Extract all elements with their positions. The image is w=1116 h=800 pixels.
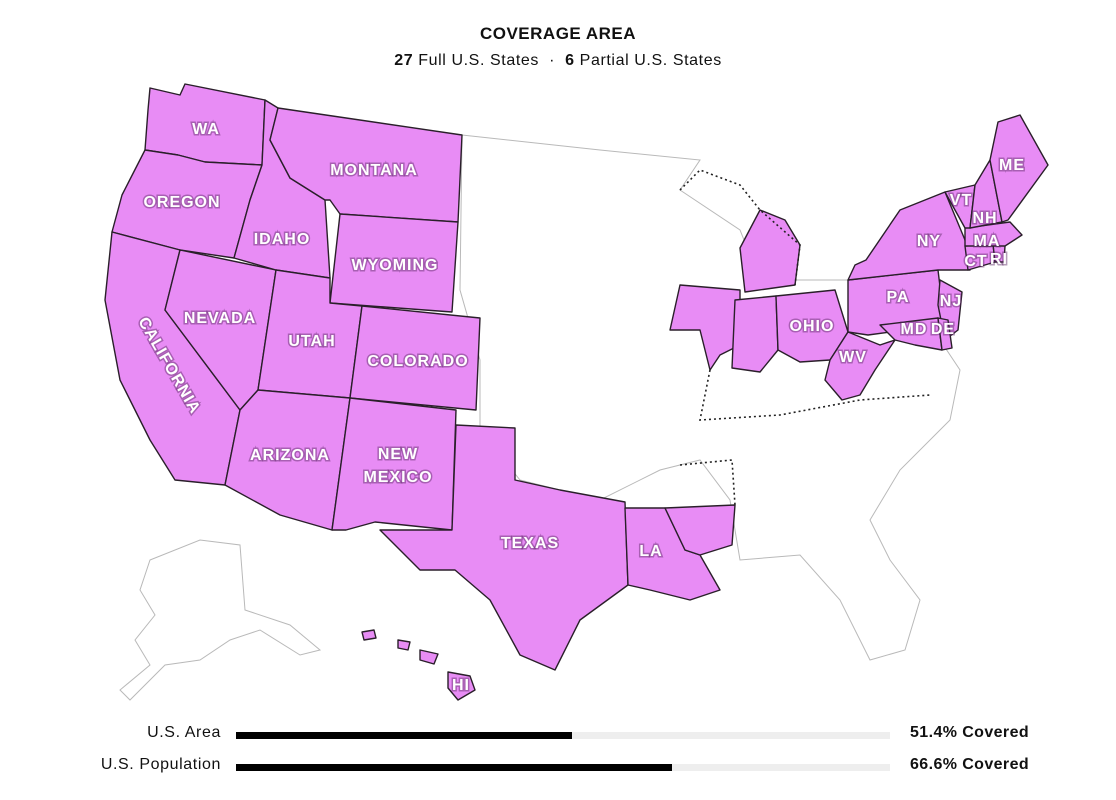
state-new-mexico xyxy=(331,397,457,531)
label-montana: MONTANA xyxy=(330,162,418,179)
coverage-summary: 27 Full U.S. States · 6 Partial U.S. Sta… xyxy=(0,52,1116,70)
alaska xyxy=(119,539,322,701)
progress-fill xyxy=(236,764,672,771)
partial-boundary-kentucky xyxy=(699,369,931,421)
hawaii-oahu xyxy=(397,639,411,651)
hawaii-maui xyxy=(419,649,439,665)
label-pa: PA xyxy=(886,289,909,306)
state-maine xyxy=(989,114,1049,223)
label-new-mexico-line1: NEW xyxy=(378,446,418,463)
label-wv: WV xyxy=(839,349,867,366)
label-ma: MA xyxy=(974,233,1001,250)
stat-label: U.S. Population xyxy=(100,756,221,773)
state-maryland xyxy=(879,317,943,351)
partial-states-count: 6 xyxy=(565,52,575,69)
state-wyoming xyxy=(329,213,459,313)
label-texas: TEXAS xyxy=(501,535,559,552)
label-idaho: IDAHO xyxy=(254,231,311,248)
state-texas xyxy=(379,424,629,671)
state-hawaii xyxy=(447,671,476,701)
label-ny: NY xyxy=(917,233,941,250)
label-vt: VT xyxy=(950,192,972,209)
label-nh: NH xyxy=(972,210,997,227)
label-me: ME xyxy=(999,157,1025,174)
state-michigan-partial xyxy=(739,209,801,293)
state-massachusetts xyxy=(964,221,1023,247)
label-utah: UTAH xyxy=(288,333,335,350)
summary-separator: · xyxy=(549,52,556,69)
label-la: LA xyxy=(639,543,662,560)
stat-row-area: U.S. Area 51.4% Covered xyxy=(0,724,1116,748)
label-ri: RI xyxy=(990,251,1008,268)
label-nj: NJ xyxy=(940,293,962,310)
state-colorado xyxy=(349,305,481,411)
coverage-map: WA OREGON CALIFORNIA NEVADA IDAHO MONTAN… xyxy=(104,83,1049,701)
stat-value: 51.4% Covered xyxy=(910,724,1030,741)
state-mississippi-partial xyxy=(664,504,736,556)
hawaii-kauai xyxy=(361,629,377,641)
label-wyoming: WYOMING xyxy=(352,257,439,274)
label-de: DE xyxy=(931,321,955,338)
full-states-count: 27 xyxy=(394,52,414,69)
label-colorado: COLORADO xyxy=(367,353,468,370)
label-new-mexico-line2: MEXICO xyxy=(363,469,432,486)
label-md: MD xyxy=(901,321,928,338)
state-indiana-partial xyxy=(731,295,779,373)
label-hi: HI xyxy=(452,677,470,694)
label-arizona: ARIZONA xyxy=(250,447,330,464)
progress-track xyxy=(236,764,890,771)
state-montana xyxy=(269,107,463,223)
stat-label: U.S. Area xyxy=(147,724,221,741)
label-oregon: OREGON xyxy=(143,194,220,211)
label-wa: WA xyxy=(192,121,220,138)
page-title: COVERAGE AREA xyxy=(479,24,637,43)
progress-track xyxy=(236,732,890,739)
full-states-label: Full U.S. States xyxy=(418,52,539,69)
progress-fill xyxy=(236,732,573,739)
stat-value: 66.6% Covered xyxy=(910,756,1030,773)
partial-states-label: Partial U.S. States xyxy=(579,52,722,69)
state-delaware xyxy=(937,317,953,351)
state-west-virginia xyxy=(824,331,896,401)
stat-row-population: U.S. Population 66.6% Covered xyxy=(0,756,1116,780)
label-nevada: NEVADA xyxy=(184,310,256,327)
label-ohio: OHIO xyxy=(790,318,835,335)
label-ct: CT xyxy=(964,253,987,270)
